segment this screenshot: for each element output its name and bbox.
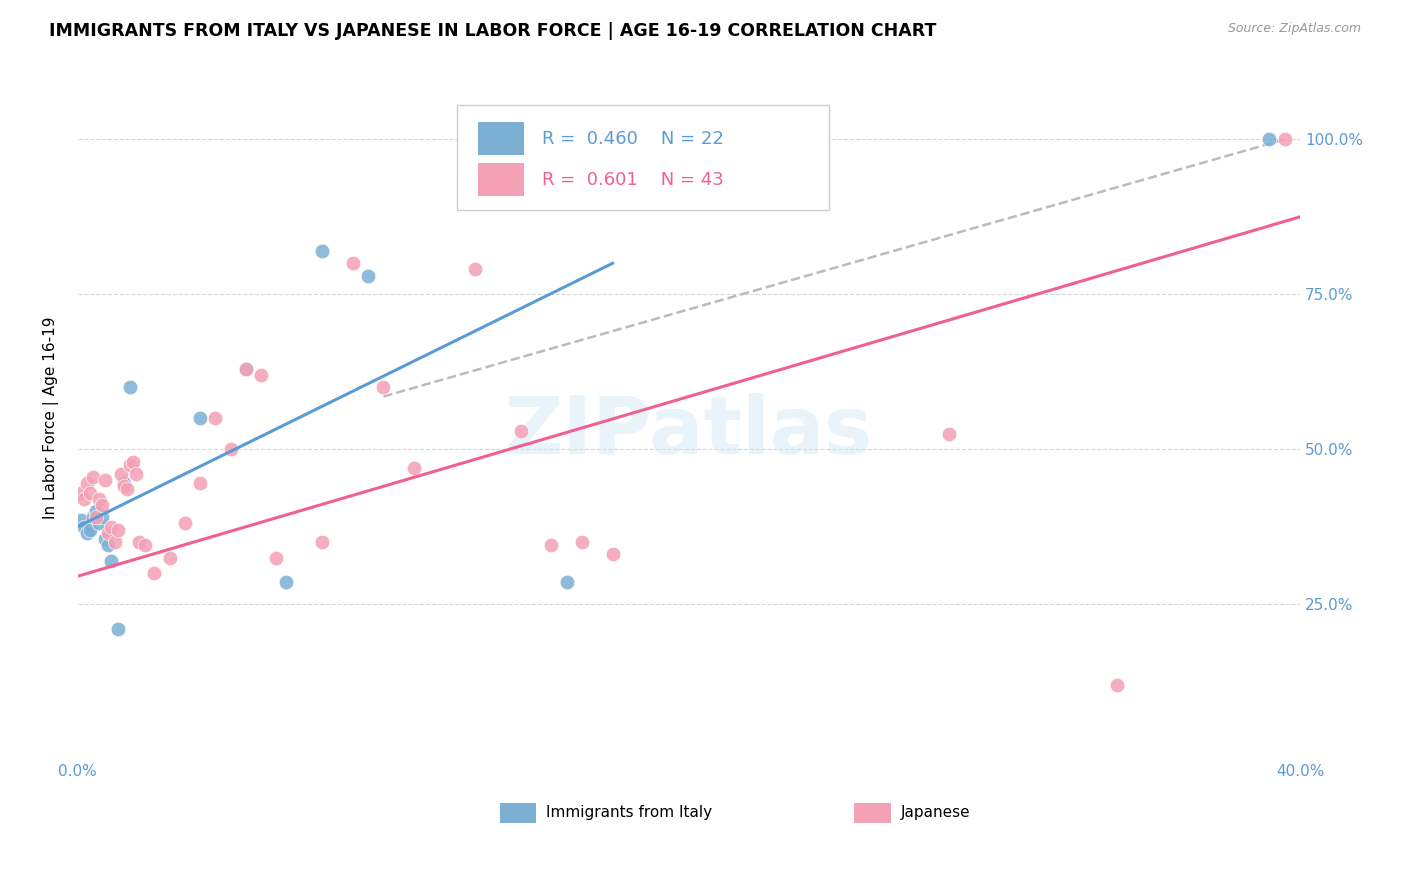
Point [555, 575, 578, 590]
Point [112, 479, 135, 493]
Point [1258, 132, 1281, 146]
Point [84, 504, 107, 518]
Point [159, 550, 181, 565]
FancyBboxPatch shape [478, 122, 524, 155]
Point [188, 476, 211, 491]
Text: Immigrants from Italy: Immigrants from Italy [546, 805, 711, 821]
Point [89, 491, 111, 506]
Point [571, 535, 593, 549]
Point [134, 538, 156, 552]
Point [274, 575, 297, 590]
Point [118, 458, 141, 472]
Point [402, 460, 425, 475]
Point [97, 538, 120, 552]
Point [250, 368, 273, 382]
Point [464, 262, 486, 277]
Y-axis label: In Labor Force | Age 16-19: In Labor Force | Age 16-19 [44, 317, 59, 519]
Point [602, 548, 624, 562]
Point [76, 476, 98, 491]
Point [112, 476, 135, 491]
Point [188, 411, 211, 425]
Point [110, 467, 132, 481]
Point [73, 519, 96, 533]
Point [235, 361, 257, 376]
Point [82, 510, 104, 524]
Point [70, 485, 93, 500]
Point [82, 470, 104, 484]
Text: R =  0.460    N = 22: R = 0.460 N = 22 [543, 129, 724, 148]
Point [91, 498, 114, 512]
Point [143, 566, 166, 580]
Point [540, 538, 562, 552]
Point [84, 510, 107, 524]
Text: IMMIGRANTS FROM ITALY VS JAPANESE IN LABOR FORCE | AGE 16-19 CORRELATION CHART: IMMIGRANTS FROM ITALY VS JAPANESE IN LAB… [49, 22, 936, 40]
Point [89, 516, 111, 531]
Point [70, 513, 93, 527]
Point [107, 622, 129, 636]
Point [1105, 677, 1128, 691]
Point [121, 454, 143, 468]
Point [311, 244, 333, 258]
Point [342, 256, 364, 270]
FancyBboxPatch shape [457, 104, 830, 211]
Text: Source: ZipAtlas.com: Source: ZipAtlas.com [1227, 22, 1361, 36]
Point [76, 525, 98, 540]
Point [373, 380, 395, 394]
Point [509, 424, 531, 438]
Point [235, 361, 257, 376]
Text: ZIPatlas: ZIPatlas [505, 392, 873, 471]
Point [94, 532, 117, 546]
FancyBboxPatch shape [499, 803, 536, 823]
FancyBboxPatch shape [853, 803, 890, 823]
Point [103, 535, 125, 549]
Point [266, 550, 288, 565]
Point [173, 516, 195, 531]
Point [938, 426, 960, 441]
Text: Japanese: Japanese [900, 805, 970, 821]
Point [100, 554, 122, 568]
FancyBboxPatch shape [478, 163, 524, 196]
Point [357, 268, 380, 283]
Point [311, 535, 333, 549]
Point [125, 467, 148, 481]
Point [79, 485, 101, 500]
Point [94, 473, 117, 487]
Point [118, 380, 141, 394]
Text: R =  0.601    N = 43: R = 0.601 N = 43 [543, 170, 724, 189]
Point [73, 491, 96, 506]
Point [1274, 132, 1296, 146]
Point [107, 523, 129, 537]
Point [128, 535, 150, 549]
Point [100, 519, 122, 533]
Point [79, 523, 101, 537]
Point [97, 525, 120, 540]
Point [204, 411, 226, 425]
Point [91, 510, 114, 524]
Point [115, 483, 138, 497]
Point [219, 442, 242, 457]
